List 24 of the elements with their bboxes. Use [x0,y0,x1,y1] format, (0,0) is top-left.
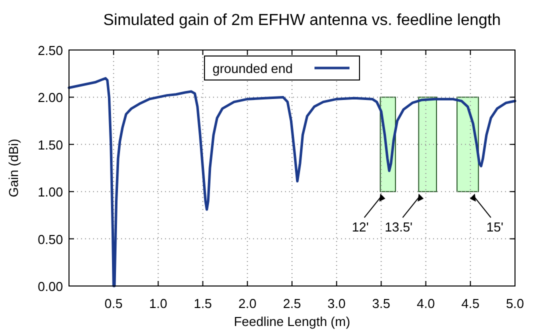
line-series [68,77,516,288]
y-axis-title: Gain (dBi) [6,138,21,198]
y-tick-label: 2.00 [38,90,63,106]
x-tick-label: 1.0 [149,296,168,311]
x-tick-label: 5.0 [506,296,524,311]
chart-title: Simulated gain of 2m EFHW antenna vs. feedline length [103,12,501,29]
x-tick-label: 4.5 [461,296,480,311]
x-tick-label: 2.0 [238,296,256,311]
annotation: 15' [486,220,504,235]
annotation: 12' [352,220,369,235]
x-tick-label: 1.5 [194,296,212,311]
y-tick-label: 1.00 [38,184,63,200]
legend-label: grounded end [212,61,293,76]
x-tick-label: 3.5 [372,296,390,311]
x-axis-title: Feedline Length (m) [234,314,350,329]
y-tick-label: 0.00 [38,279,63,294]
x-tick-label: 0.5 [104,296,123,311]
x-tick-label: 3.0 [328,296,346,311]
annotation: 13.5' [384,220,413,235]
y-tick-label: 1.50 [38,137,63,152]
x-tick-label: 4.0 [416,296,435,311]
y-tick-label: 0.50 [38,232,63,247]
y-tick-label: 2.50 [38,43,63,58]
x-tick-label: 2.5 [282,296,302,311]
